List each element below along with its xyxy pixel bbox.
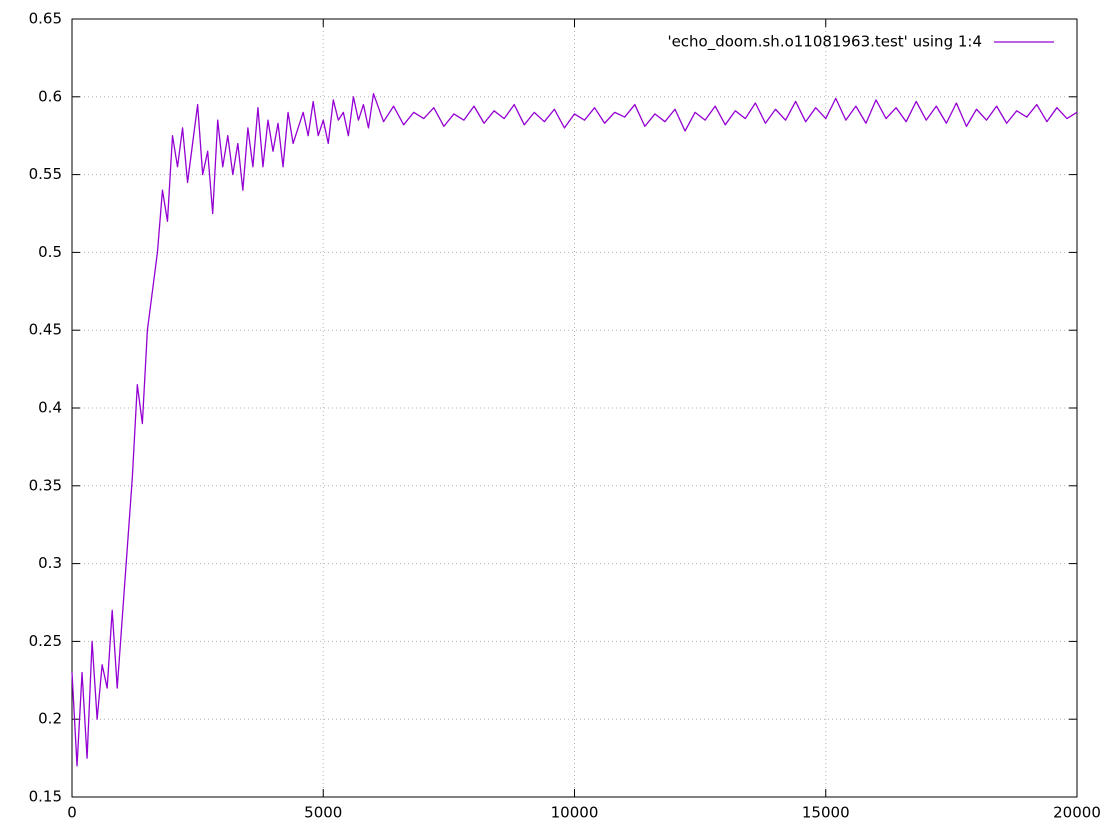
x-tick-label: 15000	[802, 804, 850, 822]
y-tick-label: 0.3	[38, 554, 62, 572]
y-tick-label: 0.5	[38, 243, 62, 261]
y-tick-label: 0.45	[29, 321, 62, 339]
y-tick-label: 0.55	[29, 165, 62, 183]
legend-label: 'echo_doom.sh.o11081963.test' using 1:4	[667, 33, 982, 52]
y-tick-label: 0.15	[29, 788, 62, 806]
x-tick-label: 0	[67, 804, 77, 822]
data-line	[71, 93, 1078, 767]
y-tick-label: 0.6	[38, 87, 62, 105]
y-tick-label: 0.2	[38, 710, 62, 728]
y-tick-label: 0.65	[29, 10, 62, 28]
y-tick-label: 0.35	[29, 476, 62, 494]
x-tick-label: 5000	[304, 804, 342, 822]
x-tick-label: 10000	[551, 804, 599, 822]
y-tick-label: 0.4	[38, 399, 62, 417]
x-tick-label: 20000	[1053, 804, 1101, 822]
y-tick-label: 0.25	[29, 632, 62, 650]
